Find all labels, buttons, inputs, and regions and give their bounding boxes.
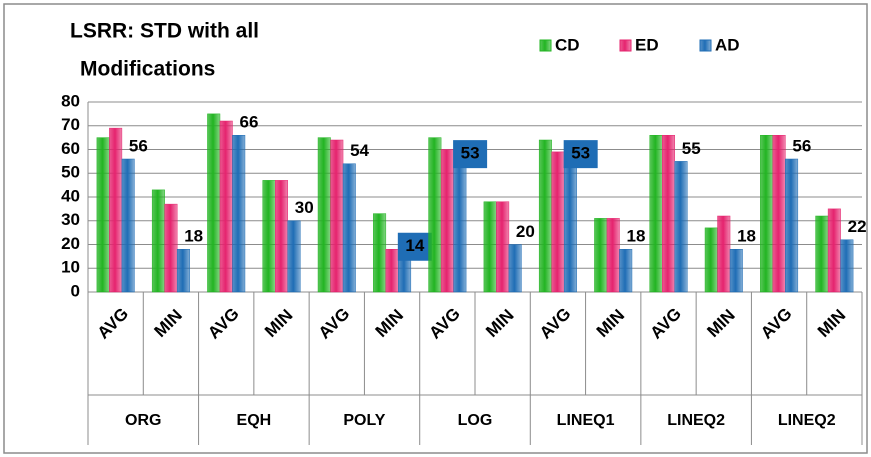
data-label: 66 <box>240 113 259 132</box>
group-label: LOG <box>458 412 493 429</box>
y-tick-label: 0 <box>71 281 80 300</box>
bar <box>287 220 301 293</box>
bar <box>563 165 577 293</box>
group-label: POLY <box>343 412 385 429</box>
bar <box>704 227 718 293</box>
bar <box>538 139 552 293</box>
bar <box>317 137 331 293</box>
bar <box>262 180 276 293</box>
bar <box>827 208 841 293</box>
bar <box>219 120 233 293</box>
bar <box>840 239 854 293</box>
bar <box>176 249 190 293</box>
legend-swatch <box>619 39 632 52</box>
legend-label: CD <box>555 35 580 54</box>
bar <box>398 258 412 293</box>
bar <box>551 151 565 293</box>
bar <box>275 180 288 293</box>
bar <box>96 137 110 293</box>
y-tick-label: 50 <box>61 163 80 182</box>
bar <box>207 113 221 293</box>
bar <box>483 201 497 293</box>
bar <box>772 135 786 293</box>
y-tick-label: 30 <box>61 210 80 229</box>
data-label: 18 <box>627 227 646 246</box>
legend-label: ED <box>635 35 659 54</box>
data-label: 30 <box>295 198 314 217</box>
bar <box>508 244 522 293</box>
data-label: 54 <box>350 141 369 160</box>
bar <box>662 135 675 293</box>
group-label: LINEQ2 <box>667 412 725 429</box>
bar <box>330 139 344 293</box>
bar <box>785 158 799 293</box>
data-label: 18 <box>184 227 203 246</box>
bar <box>373 213 387 293</box>
legend-label: AD <box>715 35 740 54</box>
data-label: 18 <box>737 227 756 246</box>
data-label: 22 <box>848 217 867 236</box>
bar <box>619 249 633 293</box>
y-tick-label: 60 <box>61 139 80 158</box>
data-label: 14 <box>405 236 424 255</box>
bar <box>121 158 135 293</box>
bar <box>151 189 165 293</box>
bar <box>649 135 663 293</box>
data-label: 53 <box>461 144 480 163</box>
bar <box>164 203 178 293</box>
data-label-box <box>453 140 488 169</box>
y-tick-label: 10 <box>61 258 80 277</box>
chart-title: Modifications <box>80 58 215 81</box>
y-tick-label: 40 <box>61 186 80 205</box>
bar <box>717 215 731 293</box>
bar <box>440 149 454 293</box>
bar <box>674 161 688 293</box>
bar <box>342 163 356 293</box>
y-tick-label: 20 <box>61 234 80 253</box>
bar <box>428 137 442 293</box>
bar <box>760 135 774 293</box>
data-label: 55 <box>682 139 701 158</box>
bar <box>496 201 510 293</box>
bar <box>606 218 620 293</box>
bar <box>109 127 123 293</box>
data-label: 56 <box>129 136 148 155</box>
bar <box>232 135 246 293</box>
bar <box>385 249 399 293</box>
group-label: ORG <box>125 412 161 429</box>
data-label-box <box>563 140 598 169</box>
bar <box>815 215 829 293</box>
data-label: 53 <box>571 144 590 163</box>
data-label-box <box>397 232 432 261</box>
y-tick-label: 80 <box>61 91 80 110</box>
data-label: 56 <box>792 136 811 155</box>
group-label: EQH <box>237 412 272 429</box>
data-label: 20 <box>516 222 535 241</box>
chart-title: LSRR: STD with all <box>70 20 259 43</box>
bar <box>594 218 608 293</box>
group-label: LINEQ1 <box>557 412 615 429</box>
legend-swatch <box>539 39 552 52</box>
y-tick-label: 70 <box>61 115 80 134</box>
legend-swatch <box>699 39 712 52</box>
bar <box>453 165 467 293</box>
bar <box>729 249 743 293</box>
group-label: LINEQ2 <box>778 412 836 429</box>
